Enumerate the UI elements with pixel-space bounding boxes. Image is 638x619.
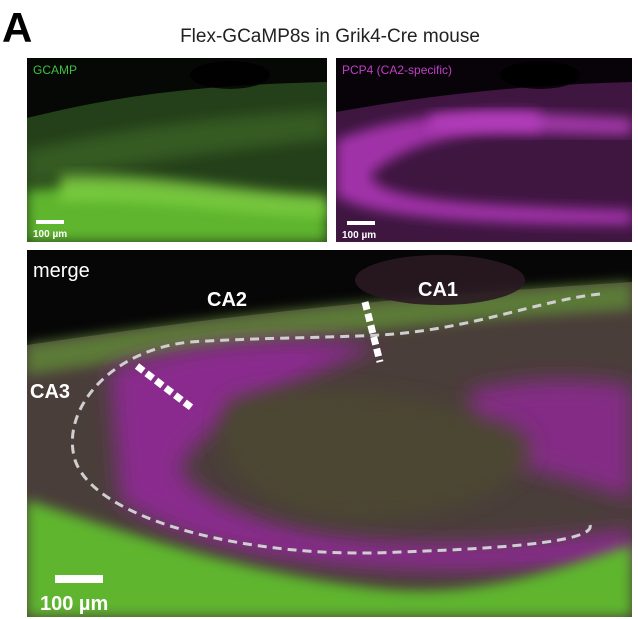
scale-bar-label: 100 µm [40,593,108,615]
boundary-line [361,301,384,363]
region-label: CA3 [30,381,70,403]
scale-bar-label: 100 µm [342,230,376,241]
region-label: CA2 [207,289,247,311]
gcamp-image [27,58,327,242]
panel-label-gcamp: GCAMP [33,63,77,77]
pcp4-image [336,58,632,242]
merge-image [27,250,632,617]
region-label: CA1 [418,279,458,301]
panel-label: A [2,4,32,51]
panel-label-pcp4: PCP4 (CA2-specific) [342,63,452,77]
scale-bar-label: 100 µm [33,229,67,240]
scale-bar [36,220,64,224]
merge-label: merge [33,260,90,282]
scale-bar [55,575,103,583]
figure-title: Flex-GCaMP8s in Grik4-Cre mouse [180,26,480,47]
ca2-outline [70,292,601,555]
scale-bar [347,221,375,225]
